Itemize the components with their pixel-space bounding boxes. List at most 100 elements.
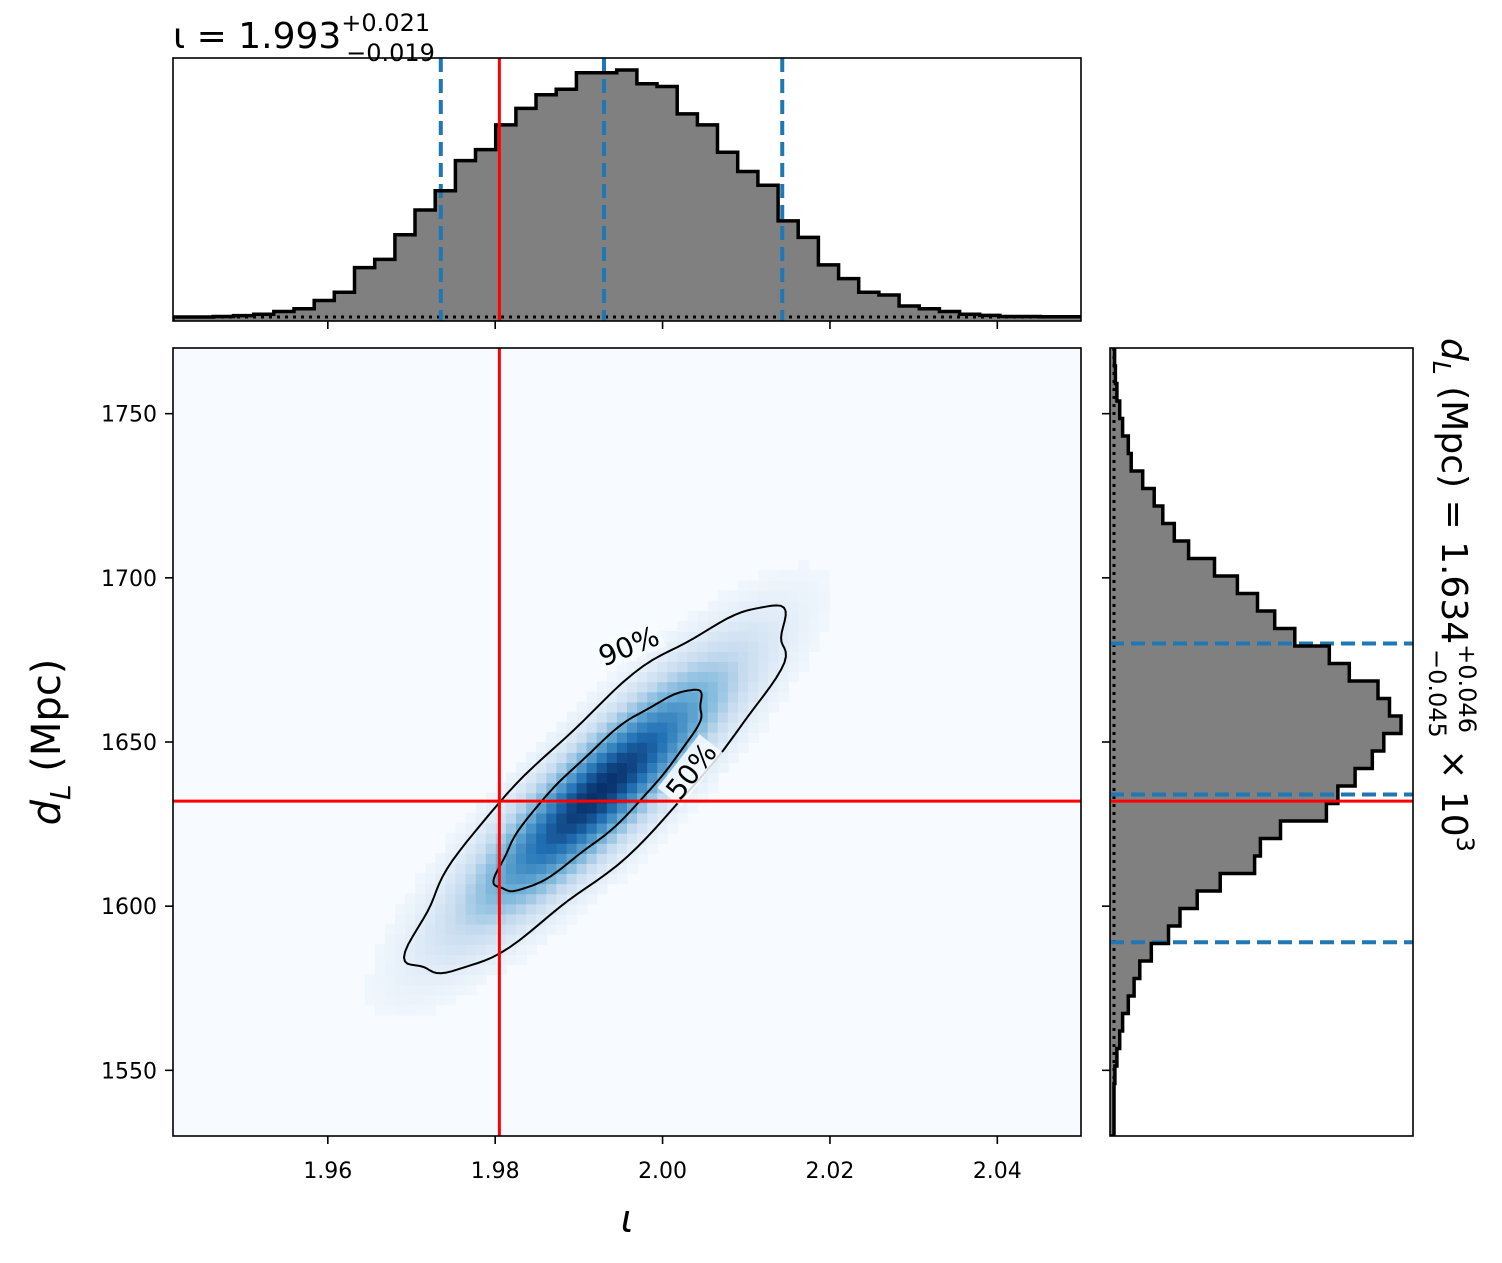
density-cell bbox=[556, 873, 568, 885]
density-cell bbox=[435, 974, 447, 986]
density-cell bbox=[475, 863, 487, 875]
density-cell bbox=[637, 832, 648, 844]
density-cell bbox=[667, 671, 679, 683]
density-cell bbox=[465, 822, 477, 834]
density-cell bbox=[596, 822, 608, 834]
density-cell bbox=[697, 701, 709, 713]
density-cell bbox=[374, 984, 386, 996]
density-cell bbox=[768, 671, 780, 683]
density-cell bbox=[717, 731, 729, 743]
density-cell bbox=[556, 923, 568, 935]
density-cell bbox=[717, 600, 729, 612]
density-cell bbox=[455, 923, 467, 935]
density-cell bbox=[657, 691, 669, 703]
density-cell bbox=[536, 923, 548, 935]
density-cell bbox=[808, 570, 820, 582]
density-cell bbox=[435, 903, 447, 915]
density-cell bbox=[596, 812, 608, 824]
density-cell bbox=[475, 933, 487, 945]
density-cell bbox=[647, 792, 659, 804]
density-cell bbox=[637, 651, 648, 662]
density-cell bbox=[536, 802, 548, 814]
density-cell bbox=[637, 711, 648, 723]
density-cell bbox=[425, 873, 437, 885]
density-cell bbox=[435, 994, 447, 1006]
density-cell bbox=[647, 812, 659, 824]
density-cell bbox=[465, 832, 477, 844]
density-cell bbox=[384, 994, 396, 1006]
density-cell bbox=[556, 752, 568, 763]
density-cell bbox=[657, 701, 669, 713]
density-cell bbox=[526, 863, 537, 875]
density-cell bbox=[727, 691, 739, 703]
density-cell bbox=[627, 691, 638, 703]
density-cell bbox=[475, 974, 487, 986]
density-cell bbox=[516, 923, 527, 935]
density-cell bbox=[758, 570, 770, 582]
density-cell bbox=[586, 711, 598, 723]
density-cell bbox=[627, 721, 638, 733]
density-cell bbox=[596, 853, 608, 864]
density-cell bbox=[738, 721, 749, 733]
density-cell bbox=[606, 853, 618, 864]
density-cell bbox=[566, 903, 578, 915]
density-cell bbox=[616, 863, 628, 875]
density-cell bbox=[516, 893, 527, 905]
density-cell bbox=[647, 681, 659, 693]
density-cell bbox=[536, 913, 548, 925]
density-cell bbox=[657, 661, 669, 673]
density-cell bbox=[475, 883, 487, 895]
density-cell bbox=[627, 832, 638, 844]
density-cell bbox=[415, 984, 426, 996]
density-cell bbox=[687, 691, 699, 703]
density-cell bbox=[576, 822, 588, 834]
density-cell bbox=[485, 944, 497, 955]
right-marginal-panel: dL (Mpc) = 1.634+0.046−0.045 × 103 bbox=[1102, 338, 1481, 1137]
density-cell bbox=[798, 661, 810, 673]
density-cell bbox=[727, 651, 739, 662]
density-cell bbox=[516, 832, 527, 844]
density-cell bbox=[798, 620, 810, 632]
density-cell bbox=[627, 782, 638, 794]
density-cell bbox=[798, 580, 810, 592]
x-tick-label: 2.02 bbox=[805, 1159, 854, 1184]
density-cell bbox=[717, 752, 729, 763]
density-cell bbox=[516, 954, 527, 966]
density-cell bbox=[637, 822, 648, 834]
density-cell bbox=[435, 863, 447, 875]
density-cell bbox=[606, 701, 618, 713]
density-cell bbox=[727, 661, 739, 673]
density-cell bbox=[465, 954, 477, 966]
density-cell bbox=[707, 691, 719, 703]
density-cell bbox=[505, 913, 517, 925]
density-cell bbox=[808, 620, 820, 632]
density-cell bbox=[627, 681, 638, 693]
density-cell bbox=[808, 590, 820, 602]
density-cell bbox=[606, 843, 618, 854]
density-cell bbox=[667, 711, 679, 723]
density-cell bbox=[556, 792, 568, 804]
dL-histogram-fill bbox=[1110, 348, 1401, 1136]
density-cell bbox=[576, 731, 588, 743]
density-cell bbox=[667, 731, 679, 743]
density-cell bbox=[465, 964, 477, 976]
density-cell bbox=[485, 964, 497, 976]
density-cell bbox=[758, 590, 770, 602]
density-cell bbox=[586, 691, 598, 703]
density-cell bbox=[384, 933, 396, 945]
density-cell bbox=[455, 954, 467, 966]
density-cell bbox=[455, 863, 467, 875]
density-cell bbox=[445, 974, 457, 986]
density-cell bbox=[586, 742, 598, 753]
density-cell bbox=[495, 923, 507, 935]
density-cell bbox=[738, 580, 749, 592]
density-cell bbox=[415, 873, 426, 885]
density-cell bbox=[395, 974, 406, 986]
density-cell bbox=[627, 742, 638, 753]
density-cell bbox=[778, 590, 790, 602]
density-cell bbox=[677, 630, 689, 642]
density-cell bbox=[445, 903, 457, 915]
density-cell bbox=[586, 731, 598, 743]
density-cell bbox=[395, 903, 406, 915]
density-cell bbox=[384, 944, 396, 955]
